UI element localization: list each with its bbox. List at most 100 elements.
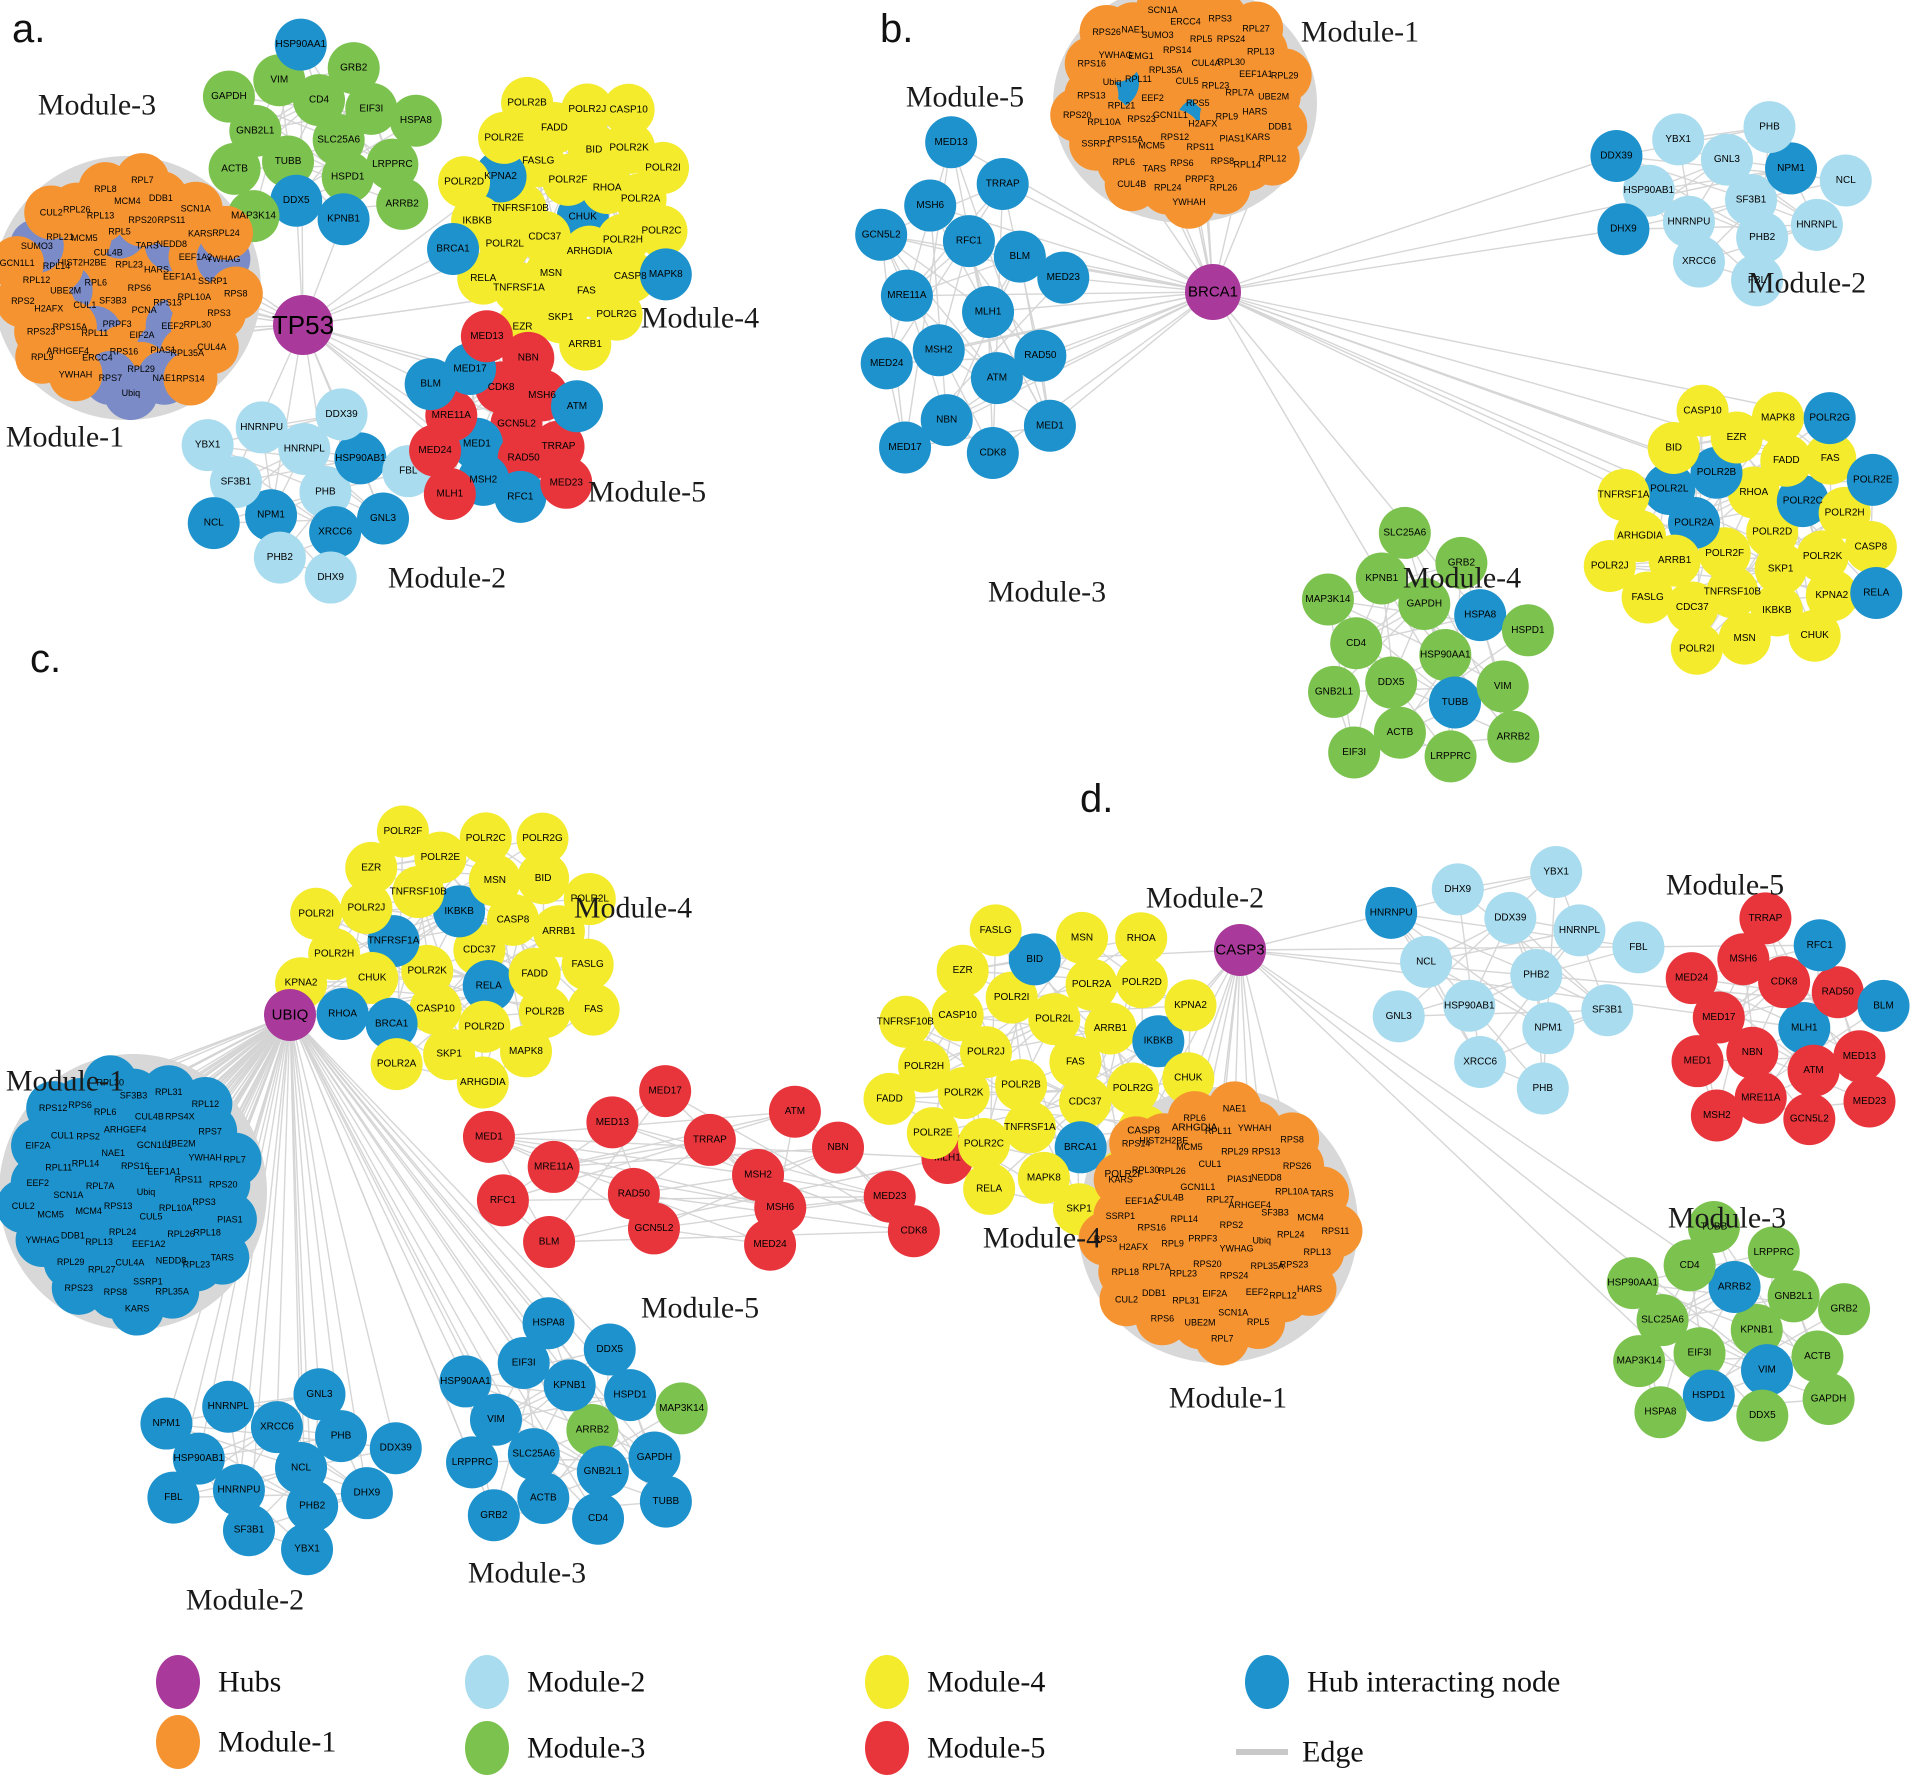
network-node <box>1424 730 1477 783</box>
network-node <box>468 854 521 907</box>
node-label: MCM5 <box>37 1209 64 1219</box>
node-label: MCM4 <box>75 1206 102 1216</box>
node-label: HSPD1 <box>613 1390 647 1401</box>
node-label: ARHGEF4 <box>47 346 90 356</box>
node-label: RPL29 <box>1271 71 1299 81</box>
node-label: FBL <box>1629 942 1648 953</box>
module-caption: Module-4 <box>983 1222 1101 1255</box>
node-label: CUL1 <box>73 300 96 310</box>
node-label: DDB1 <box>61 1230 85 1240</box>
node-label: POLR2J <box>967 1047 1005 1058</box>
panel-d: PHB2 HSP90AB1 DDX39 NPM1 NCL HNRNPL XRCC6 DHX9 S… <box>863 777 1910 1442</box>
node-label: HNRNPL <box>284 443 326 454</box>
node-label: KPNA2 <box>484 171 517 182</box>
node-label: POLR2H <box>1825 507 1865 518</box>
node-label: POLR2B <box>1001 1080 1041 1091</box>
node-label: RPS7 <box>198 1126 222 1136</box>
edge <box>548 1157 948 1243</box>
network-node <box>1718 612 1771 665</box>
network-node <box>446 1436 499 1489</box>
network-node <box>1419 629 1472 681</box>
node-label: RPL7A <box>1225 87 1254 97</box>
node-label: EEF2 <box>161 321 184 331</box>
node-label: GCN5L2 <box>497 419 536 430</box>
node-label: SKP1 <box>548 312 574 323</box>
node-label: PHB2 <box>1749 232 1776 243</box>
node-label: RPL30 <box>1132 1165 1160 1175</box>
node-label: ARRB2 <box>386 198 420 209</box>
node-label: DDB1 <box>1268 121 1292 131</box>
node-label: MSH6 <box>528 390 556 401</box>
network-node <box>293 74 346 127</box>
network-node <box>293 1368 346 1421</box>
node-label: PIAS1 <box>1227 1174 1253 1184</box>
network-node <box>274 18 327 71</box>
edge <box>488 1136 759 1176</box>
legend-label: Module-3 <box>527 1732 645 1765</box>
node-label: ARRB1 <box>1658 555 1692 566</box>
network-node <box>438 156 491 209</box>
network-node <box>26 1081 81 1136</box>
node-label: RPS6 <box>1151 1313 1175 1323</box>
node-label: EIF2A <box>1202 1289 1227 1299</box>
node-label: POLR2A <box>377 1059 417 1070</box>
network-node <box>83 1055 138 1110</box>
node-label: GNB2L1 <box>1315 686 1354 697</box>
network-node <box>389 94 442 147</box>
node-label: MRE11A <box>1741 1092 1781 1103</box>
hub-edge <box>1212 291 1456 703</box>
node-label: TNFRSF10B <box>492 203 550 214</box>
node-label: HSP90AA1 <box>440 1376 491 1387</box>
network-node <box>768 1085 821 1138</box>
legend-label: Module-5 <box>927 1732 1045 1765</box>
network-node <box>880 269 933 322</box>
node-label: RPL35A <box>1149 65 1183 75</box>
node-label: POLR2E <box>1853 474 1893 485</box>
node-label: KPNA2 <box>1174 1000 1207 1011</box>
node-label: CDK8 <box>901 1226 928 1237</box>
network-node <box>1726 1026 1779 1079</box>
node-label: KPNB1 <box>327 214 360 225</box>
node-label: XRCC6 <box>1682 256 1716 267</box>
legend-label: Hub interacting node <box>1307 1666 1560 1699</box>
network-node <box>602 83 655 136</box>
legend-swatch <box>865 1721 909 1775</box>
network-node <box>1622 164 1675 217</box>
node-label: ATM <box>785 1106 805 1117</box>
network-node <box>1510 949 1563 1001</box>
module-caption: Module-4 <box>1403 562 1521 595</box>
node-label: SSRP1 <box>1081 139 1111 149</box>
network-node <box>1708 1260 1761 1313</box>
network-node <box>1706 566 1759 619</box>
network-node <box>286 1480 339 1533</box>
node-label: GAPDH <box>211 91 247 102</box>
node-label: MED23 <box>873 1191 907 1202</box>
node-label: PHB <box>1759 122 1780 133</box>
network-node <box>561 938 614 991</box>
hub-edge <box>289 1014 467 1382</box>
node-label: IKBKB <box>1762 605 1792 616</box>
panel-b: MLH1 MSH2 RFC1 ATM MRE11A BLM NBN MSH6 RAD50 MED2… <box>855 0 1903 783</box>
node-label: KPNA2 <box>1815 590 1848 601</box>
node-label: GCN1L1 <box>0 258 35 268</box>
node-label: RPL21 <box>1108 100 1136 110</box>
node-label: PHB <box>315 487 336 498</box>
node-label: CUL4B <box>1155 1192 1184 1202</box>
node-label: RPS20 <box>209 1179 238 1189</box>
node-label: YWHAH <box>188 1153 222 1163</box>
node-label: RPS20 <box>1193 1259 1222 1269</box>
network-node <box>1811 966 1864 1019</box>
node-label: TARS <box>1310 1188 1333 1198</box>
node-label: RPL31 <box>155 1087 183 1097</box>
node-label: UBE2M <box>1184 1317 1215 1327</box>
network-node <box>1023 399 1076 452</box>
module-caption: Module-2 <box>388 562 506 595</box>
network-node <box>1747 1226 1800 1279</box>
node-label: RPL24 <box>212 228 240 238</box>
node-label: HSPD1 <box>1511 625 1545 636</box>
node-label: RPS16 <box>1137 1223 1166 1233</box>
node-label: PHB <box>331 1431 352 1442</box>
network-node <box>639 248 692 301</box>
node-label: EIF2A <box>26 1140 51 1150</box>
